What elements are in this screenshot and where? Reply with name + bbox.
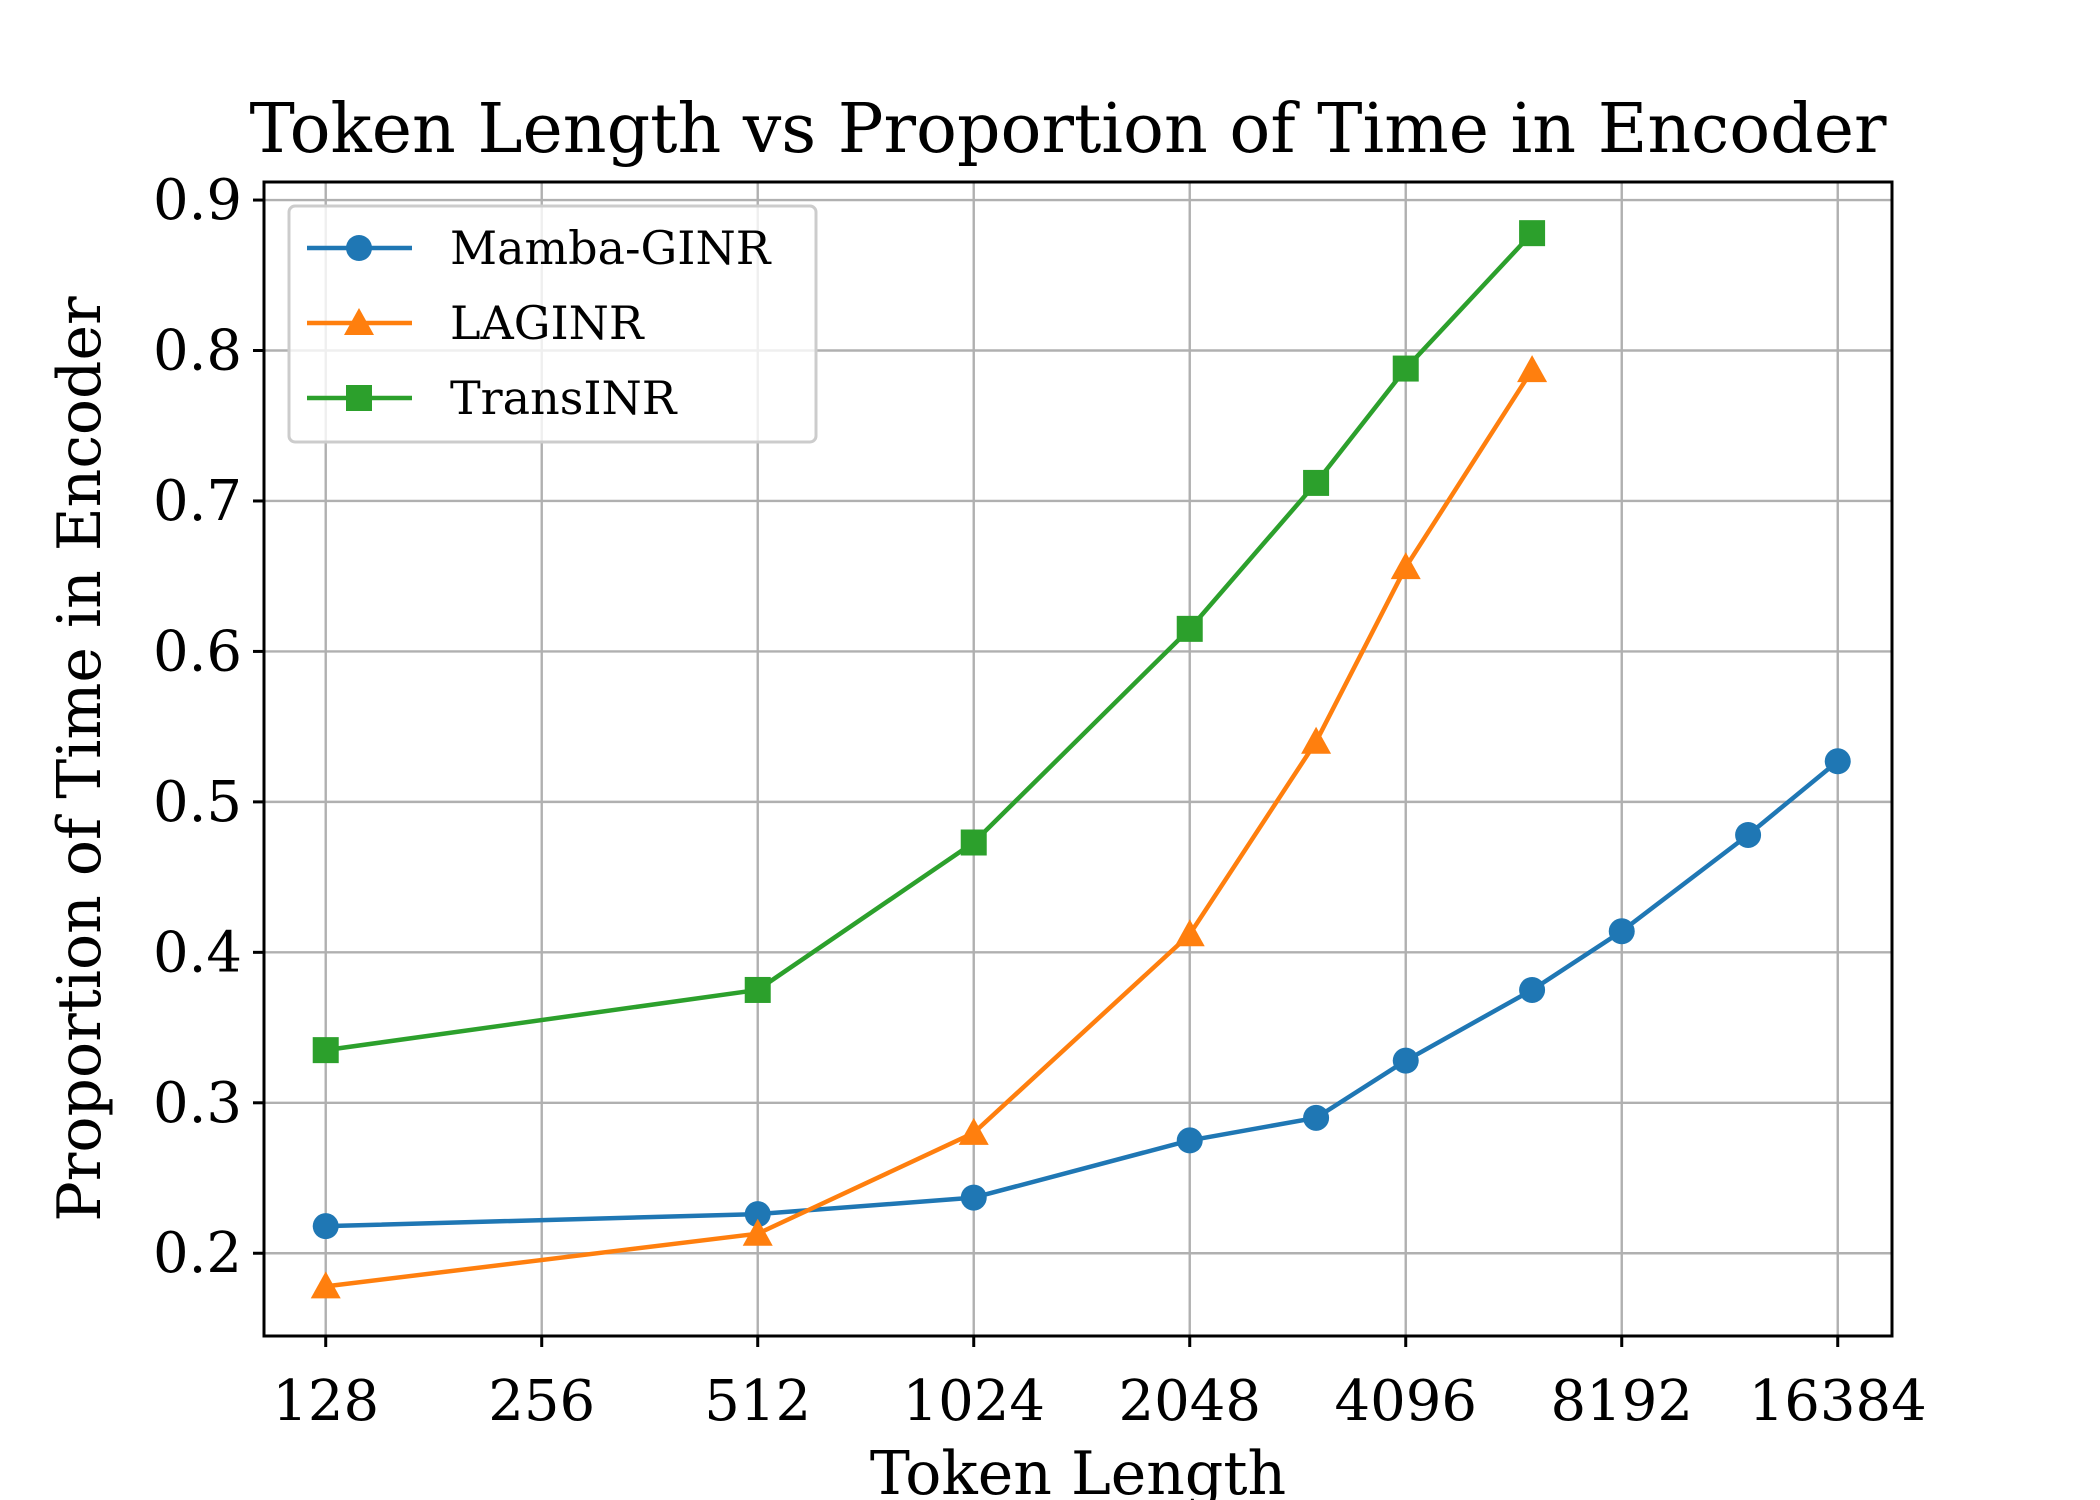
y-tick-label: 0.8	[153, 319, 242, 384]
plot-frame	[262, 180, 1894, 1338]
legend-item: LAGINR	[307, 296, 645, 350]
x-tick-label: 4096	[1334, 1369, 1477, 1434]
data-point	[742, 1218, 773, 1246]
chart-title: Token Length vs Proportion of Time in En…	[250, 90, 1887, 169]
x-tick-label: 128	[272, 1369, 379, 1434]
data-point	[1301, 726, 1332, 754]
data-point	[1392, 1047, 1419, 1074]
y-axis-label: Proportion of Time in Encoder	[45, 296, 115, 1222]
data-point	[958, 1117, 989, 1145]
data-point	[960, 1184, 987, 1211]
data-point	[1735, 821, 1762, 848]
data-point	[312, 1037, 339, 1064]
x-axis-label: Token Length	[870, 1439, 1286, 1500]
data-point	[744, 976, 771, 1003]
legend-label: LAGINR	[450, 296, 645, 350]
legend-marker	[346, 235, 372, 261]
x-tick-label: 16384	[1749, 1369, 1927, 1434]
legend-item: TransINR	[307, 371, 678, 425]
series-laginr	[310, 355, 1548, 1299]
y-tick-label: 0.9	[153, 168, 242, 233]
x-tick-label: 1024	[902, 1369, 1045, 1434]
y-tick-label: 0.4	[153, 920, 242, 985]
data-point	[310, 1271, 341, 1299]
data-point	[1303, 1104, 1330, 1131]
data-point	[1174, 919, 1205, 947]
series-transinr	[312, 220, 1546, 1064]
series-group	[310, 220, 1851, 1299]
data-point	[1176, 615, 1203, 642]
x-tick-label: 2048	[1118, 1369, 1261, 1434]
legend-label: Mamba-GINR	[450, 221, 772, 275]
x-tick-label: 256	[488, 1369, 595, 1434]
legend-marker	[344, 308, 374, 335]
x-tick-label: 8192	[1550, 1369, 1693, 1434]
legend: Mamba-GINR LAGINR TransINR	[287, 204, 818, 444]
y-tick-label: 0.2	[153, 1221, 242, 1286]
y-tick-label: 0.7	[153, 469, 242, 534]
y-tick-label: 0.5	[153, 770, 242, 835]
data-point	[1519, 976, 1546, 1003]
x-tick-label: 512	[704, 1369, 811, 1434]
legend-marker	[346, 385, 372, 411]
data-point	[1824, 748, 1851, 775]
data-point	[1517, 355, 1548, 383]
series-mamba-ginr	[312, 748, 1851, 1240]
legend-entries: Mamba-GINR LAGINR TransINR	[307, 221, 772, 425]
data-point	[1608, 918, 1635, 945]
data-point	[960, 829, 987, 856]
data-point	[1519, 220, 1546, 247]
legend-label: TransINR	[450, 371, 678, 425]
data-point	[1303, 469, 1330, 496]
data-point	[744, 1201, 771, 1228]
data-point	[1392, 355, 1419, 382]
series-line	[325, 368, 1534, 1289]
series-line	[325, 759, 1840, 1229]
y-tick-label: 0.6	[153, 619, 242, 684]
data-point	[312, 1213, 339, 1240]
legend-item: Mamba-GINR	[307, 221, 772, 275]
y-tick-label: 0.3	[153, 1071, 242, 1136]
data-point	[1390, 552, 1421, 580]
legend-box	[287, 204, 818, 444]
axis-ticks: 128 256 512 1024 2048 4096 8192 16384 0.2 0.3 0.4 0…	[153, 168, 1927, 1434]
data-point	[1176, 1127, 1203, 1154]
